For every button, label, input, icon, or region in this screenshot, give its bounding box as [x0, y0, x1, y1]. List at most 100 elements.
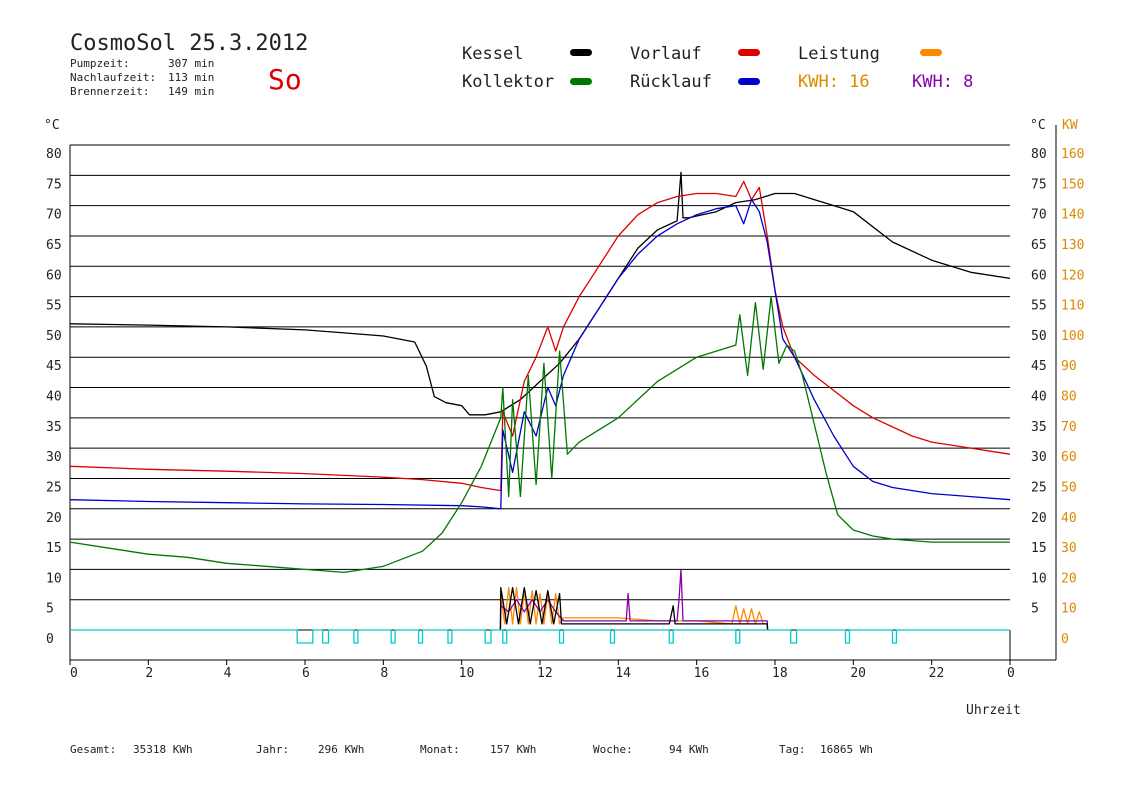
x-tick-labels: 0 2 4 6 8 10 12 14 16 18 20 22 0	[69, 660, 1015, 681]
y-right-tick-label-45: 45	[1031, 359, 1047, 374]
legend-label-kwh-orange: KWH: 16	[798, 72, 870, 92]
y-right-tick-label-30: 30	[1031, 450, 1047, 465]
x-tick-label-9: 18	[772, 666, 788, 681]
y-right-tick-label-50: 50	[1031, 329, 1047, 344]
y-right-tick-label-60: 60	[1031, 268, 1047, 283]
footer-label-tag: Tag:	[779, 743, 806, 756]
series-leistung	[499, 586, 769, 631]
series-kessel-leistung	[499, 586, 769, 631]
stat-value-brennerzeit: 149 min	[168, 85, 214, 98]
footer-label-monat: Monat:	[420, 743, 460, 756]
y2-tick-label-80: 80	[1061, 390, 1077, 405]
footer-value-woche: 94 KWh	[669, 743, 709, 756]
series-r-cklauf	[69, 198, 1011, 510]
y-tick-label-30: 30	[46, 450, 62, 465]
y-tick-label-35: 35	[46, 420, 62, 435]
y-right-tick-label-5: 5	[1031, 602, 1039, 617]
legend-swatch-leistung	[920, 49, 942, 56]
y-right-tick-label-40: 40	[1031, 390, 1047, 405]
y2-tick-label-10: 10	[1061, 602, 1077, 617]
y-axis-unit-left: °C	[44, 118, 60, 133]
stat-label-pumpzeit: Pumpzeit:	[70, 57, 130, 70]
y2-tick-label-90: 90	[1061, 359, 1077, 374]
y2-tick-label-40: 40	[1061, 511, 1077, 526]
y-tick-label-40: 40	[46, 390, 62, 405]
y-tick-label-45: 45	[46, 359, 62, 374]
x-tick-label-5: 10	[459, 666, 475, 681]
x-tick-label-2: 4	[224, 666, 232, 681]
x-tick-label-1: 2	[145, 666, 153, 681]
y2-tick-label-110: 110	[1061, 299, 1084, 314]
y-tick-label-25: 25	[46, 480, 62, 495]
y-right-tick-label-70: 70	[1031, 208, 1047, 223]
y-tick-labels-left: 0 5 10 15 20 25 30 35 40 45 50 55 60 65 70 75 80	[46, 147, 62, 647]
footer-label-jahr: Jahr:	[256, 743, 289, 756]
y2-tick-label-0: 0	[1061, 632, 1069, 647]
stat-value-nachlaufzeit: 113 min	[168, 71, 214, 84]
y-right-tick-label-15: 15	[1031, 541, 1047, 556]
chart-title: CosmoSol 25.3.2012	[70, 31, 308, 56]
y-right-tick-label-55: 55	[1031, 299, 1047, 314]
y-tick-label-75: 75	[46, 177, 62, 192]
y-right-tick-label-75: 75	[1031, 177, 1047, 192]
series-kollektor	[69, 295, 1010, 574]
x-tick-label-7: 14	[615, 666, 631, 681]
y2-tick-label-130: 130	[1061, 238, 1084, 253]
y-right-tick-label-25: 25	[1031, 480, 1047, 495]
series-lines	[69, 171, 1011, 644]
series-kessel	[69, 171, 1011, 416]
y2-tick-label-140: 140	[1061, 208, 1084, 223]
y-tick-label-60: 60	[46, 268, 62, 283]
y2-tick-label-50: 50	[1061, 480, 1077, 495]
x-tick-label-0: 0	[70, 666, 78, 681]
stat-label-nachlaufzeit: Nachlaufzeit:	[70, 71, 156, 84]
x-tick-label-10: 20	[850, 666, 866, 681]
footer-value-tag: 16865 Wh	[820, 743, 873, 756]
y-tick-label-10: 10	[46, 571, 62, 586]
x-tick-label-11: 22	[929, 666, 945, 681]
footer-label-gesamt: Gesamt:	[70, 743, 116, 756]
legend-swatch-kollektor	[570, 78, 592, 85]
y-tick-label-50: 50	[46, 329, 62, 344]
legend-label-leistung: Leistung	[798, 44, 880, 64]
y-tick-label-70: 70	[46, 208, 62, 223]
legend-swatch-kessel	[570, 49, 592, 56]
legend-swatch-vorlauf	[738, 49, 760, 56]
grid-lines	[70, 144, 1010, 631]
y2-axis-unit: KW	[1062, 118, 1078, 133]
y2-tick-label-100: 100	[1061, 329, 1084, 344]
legend-label-vorlauf: Vorlauf	[630, 44, 702, 64]
x-tick-label-4: 8	[380, 666, 388, 681]
y-tick-label-5: 5	[46, 602, 54, 617]
y-tick-label-65: 65	[46, 238, 62, 253]
x-tick-label-12: 0	[1007, 666, 1015, 681]
y-tick-label-20: 20	[46, 511, 62, 526]
y-tick-label-80: 80	[46, 147, 62, 162]
series-pumpe	[70, 629, 1010, 644]
y-tick-label-55: 55	[46, 299, 62, 314]
y2-tick-label-20: 20	[1061, 571, 1077, 586]
stat-value-pumpzeit: 307 min	[168, 57, 214, 70]
stats-block: Pumpzeit: 307 min Nachlaufzeit: 113 min …	[70, 57, 214, 98]
y-tick-label-15: 15	[46, 541, 62, 556]
series-kwh-8	[499, 568, 769, 631]
legend: Kessel Vorlauf Leistung Kollektor Rückla…	[462, 44, 973, 92]
day-label: So	[268, 63, 302, 96]
legend-label-kessel: Kessel	[462, 44, 523, 64]
stat-label-brennerzeit: Brennerzeit:	[70, 85, 149, 98]
x-tick-label-8: 16	[694, 666, 710, 681]
footer-label-woche: Woche:	[593, 743, 633, 756]
y-right-tick-label-35: 35	[1031, 420, 1047, 435]
y2-tick-label-70: 70	[1061, 420, 1077, 435]
footer-totals: Gesamt: 35318 KWh Jahr: 296 KWh Monat: 1…	[70, 743, 873, 756]
y-right-tick-label-80: 80	[1031, 147, 1047, 162]
y-tick-label-0: 0	[46, 632, 54, 647]
y2-tick-labels: 0 10 20 30 40 50 60 70 80 90 100 110 120 130 140 150 160	[1061, 147, 1084, 647]
legend-swatch-ruecklauf	[738, 78, 760, 85]
y-right-tick-label-10: 10	[1031, 571, 1047, 586]
y-axis-unit-right: °C	[1030, 118, 1046, 133]
x-tick-label-3: 6	[302, 666, 310, 681]
legend-label-kollektor: Kollektor	[462, 72, 554, 92]
legend-label-kwh-purple: KWH: 8	[912, 72, 973, 92]
